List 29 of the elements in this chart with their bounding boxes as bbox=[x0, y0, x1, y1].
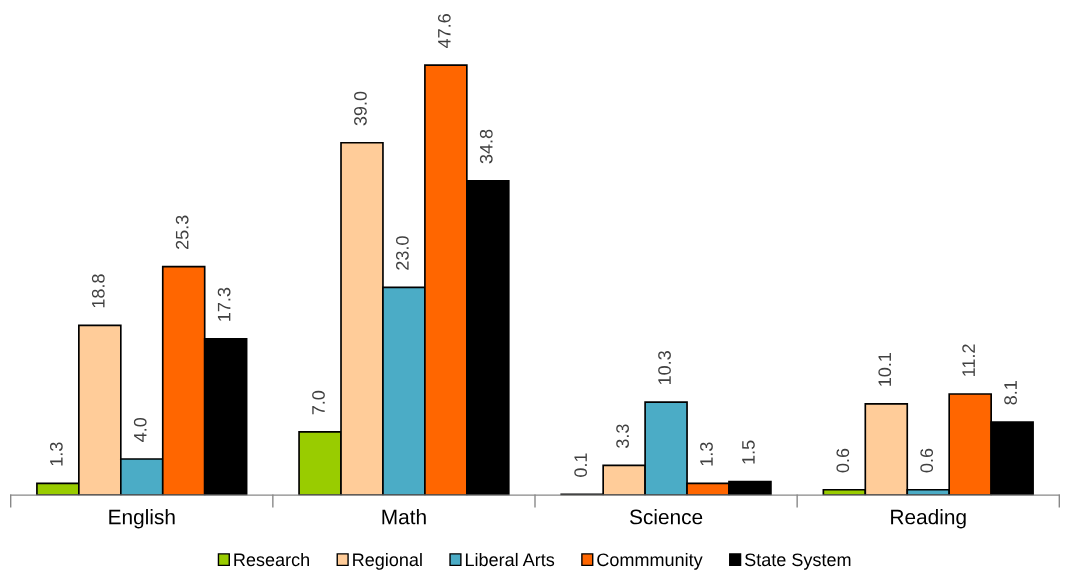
data-label: 0.6 bbox=[836, 448, 850, 473]
data-label: 34.8 bbox=[479, 129, 493, 164]
legend-label: Regional bbox=[353, 552, 422, 570]
data-label: 17.3 bbox=[217, 287, 231, 321]
data-label: 4.0 bbox=[133, 417, 147, 442]
data-label: 1.5 bbox=[742, 440, 755, 464]
x-tick-label: English bbox=[109, 509, 175, 529]
x-tick-label: Science bbox=[629, 509, 703, 525]
x-tick-label: Reading bbox=[891, 509, 966, 529]
data-label: 0.1 bbox=[574, 453, 588, 477]
legend-label: Liberal Arts bbox=[465, 552, 555, 567]
data-label: 3.3 bbox=[616, 424, 629, 448]
data-label: 1.3 bbox=[49, 442, 63, 466]
data-label: 47.6 bbox=[437, 14, 451, 48]
data-label: 8.1 bbox=[1004, 381, 1017, 405]
data-label: 39.0 bbox=[354, 91, 367, 126]
x-tick-label: Math bbox=[382, 509, 426, 525]
data-label: 10.1 bbox=[878, 352, 892, 386]
data-label: 18.8 bbox=[91, 274, 105, 308]
data-label: 1.3 bbox=[700, 442, 713, 466]
data-label: 23.0 bbox=[395, 236, 409, 270]
legend-label: State System bbox=[745, 553, 851, 570]
data-label: 7.0 bbox=[312, 390, 325, 415]
data-label: 25.3 bbox=[175, 215, 189, 249]
legend-label: Research bbox=[234, 552, 309, 567]
data-label: 11.2 bbox=[962, 344, 975, 376]
data-label: 10.3 bbox=[658, 351, 671, 385]
legend-label: Commmunity bbox=[597, 552, 703, 570]
data-label: 0.6 bbox=[920, 448, 934, 473]
